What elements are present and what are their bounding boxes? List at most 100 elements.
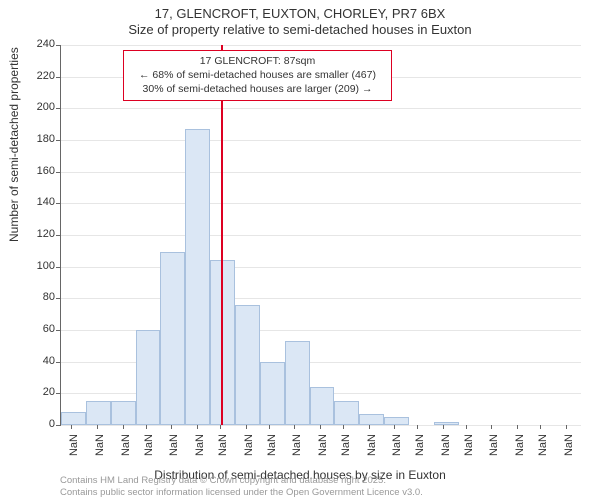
ytick-mark xyxy=(56,203,60,204)
ytick-label: 20 xyxy=(15,386,55,398)
xtick-label: NaN xyxy=(168,434,180,484)
xtick-label: NaN xyxy=(514,434,526,484)
xtick-mark xyxy=(517,425,518,429)
gridline xyxy=(61,108,581,109)
xtick-label: NaN xyxy=(340,434,352,484)
annotation-line2: ← 68% of semi-detached houses are smalle… xyxy=(130,68,385,82)
histogram-bar xyxy=(434,422,459,425)
annotation-box: 17 GLENCROFT: 87sqm← 68% of semi-detache… xyxy=(123,50,392,101)
ytick-label: 200 xyxy=(15,101,55,113)
ytick-label: 100 xyxy=(15,260,55,272)
annotation-line1: 17 GLENCROFT: 87sqm xyxy=(130,54,385,68)
ytick-mark xyxy=(56,298,60,299)
histogram-bar xyxy=(111,401,136,425)
ytick-label: 220 xyxy=(15,70,55,82)
xtick-label: NaN xyxy=(391,434,403,484)
histogram-bar xyxy=(86,401,111,425)
xtick-label: NaN xyxy=(143,434,155,484)
ytick-mark xyxy=(56,330,60,331)
ytick-mark xyxy=(56,172,60,173)
xtick-label: NaN xyxy=(317,434,329,484)
xtick-label: NaN xyxy=(414,434,426,484)
gridline xyxy=(61,235,581,236)
xtick-mark xyxy=(220,425,221,429)
xtick-mark xyxy=(146,425,147,429)
xtick-mark xyxy=(369,425,370,429)
xtick-mark xyxy=(491,425,492,429)
histogram-bar xyxy=(310,387,335,425)
xtick-mark xyxy=(71,425,72,429)
xtick-label: NaN xyxy=(217,434,229,484)
ytick-label: 160 xyxy=(15,165,55,177)
ytick-mark xyxy=(56,267,60,268)
ytick-mark xyxy=(56,108,60,109)
footer-line2: Contains public sector information licen… xyxy=(60,487,423,498)
gridline xyxy=(61,172,581,173)
ytick-mark xyxy=(56,425,60,426)
ytick-label: 140 xyxy=(15,196,55,208)
histogram-bar xyxy=(160,252,185,425)
histogram-bar xyxy=(359,414,384,425)
xtick-label: NaN xyxy=(563,434,575,484)
histogram-bar xyxy=(136,330,161,425)
gridline xyxy=(61,425,581,426)
xtick-label: NaN xyxy=(463,434,475,484)
gridline xyxy=(61,45,581,46)
chart-container: 17, GLENCROFT, EUXTON, CHORLEY, PR7 6BX … xyxy=(0,0,600,500)
xtick-label: NaN xyxy=(366,434,378,484)
plot-area: 17 GLENCROFT: 87sqm← 68% of semi-detache… xyxy=(60,45,581,426)
histogram-bar xyxy=(61,412,86,425)
ytick-mark xyxy=(56,45,60,46)
xtick-mark xyxy=(97,425,98,429)
ytick-mark xyxy=(56,393,60,394)
annotation-line3: 30% of semi-detached houses are larger (… xyxy=(130,82,385,96)
xtick-mark xyxy=(343,425,344,429)
xtick-mark xyxy=(269,425,270,429)
histogram-bar xyxy=(334,401,359,425)
ytick-label: 180 xyxy=(15,133,55,145)
xtick-label: NaN xyxy=(243,434,255,484)
xtick-mark xyxy=(294,425,295,429)
ytick-label: 120 xyxy=(15,228,55,240)
xtick-label: NaN xyxy=(440,434,452,484)
xtick-mark xyxy=(123,425,124,429)
ytick-label: 0 xyxy=(15,418,55,430)
xtick-mark xyxy=(320,425,321,429)
histogram-bar xyxy=(384,417,409,425)
xtick-mark xyxy=(246,425,247,429)
gridline xyxy=(61,267,581,268)
xtick-label: NaN xyxy=(266,434,278,484)
gridline xyxy=(61,140,581,141)
gridline xyxy=(61,298,581,299)
xtick-label: NaN xyxy=(537,434,549,484)
histogram-bar xyxy=(235,305,260,425)
ytick-mark xyxy=(56,77,60,78)
xtick-label: NaN xyxy=(94,434,106,484)
histogram-bar xyxy=(185,129,210,425)
histogram-bar xyxy=(260,362,285,425)
xtick-label: NaN xyxy=(488,434,500,484)
xtick-mark xyxy=(171,425,172,429)
ytick-label: 80 xyxy=(15,291,55,303)
ytick-label: 60 xyxy=(15,323,55,335)
xtick-mark xyxy=(566,425,567,429)
xtick-label: NaN xyxy=(194,434,206,484)
xtick-mark xyxy=(417,425,418,429)
xtick-label: NaN xyxy=(68,434,80,484)
xtick-mark xyxy=(197,425,198,429)
xtick-label: NaN xyxy=(120,434,132,484)
ytick-label: 240 xyxy=(15,38,55,50)
histogram-bar xyxy=(285,341,310,425)
xtick-mark xyxy=(466,425,467,429)
ytick-mark xyxy=(56,140,60,141)
xtick-mark xyxy=(443,425,444,429)
chart-title-line1: 17, GLENCROFT, EUXTON, CHORLEY, PR7 6BX xyxy=(0,6,600,21)
ytick-label: 40 xyxy=(15,355,55,367)
chart-title-line2: Size of property relative to semi-detach… xyxy=(0,22,600,37)
gridline xyxy=(61,203,581,204)
xtick-label: NaN xyxy=(291,434,303,484)
xtick-mark xyxy=(540,425,541,429)
reference-line xyxy=(221,45,223,425)
xtick-mark xyxy=(394,425,395,429)
ytick-mark xyxy=(56,362,60,363)
